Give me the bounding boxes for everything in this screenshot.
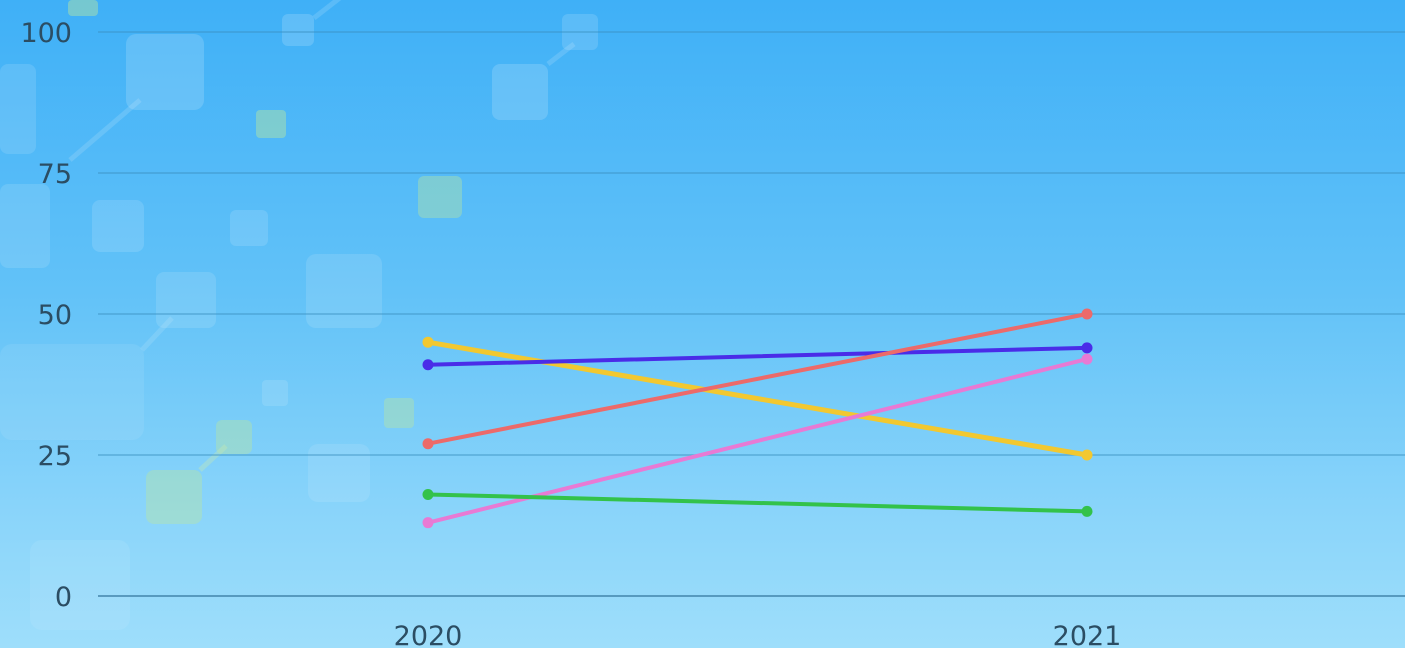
series-1 (422, 342, 1093, 371)
y-tick-label: 50 (38, 300, 72, 331)
series-line (426, 312, 1089, 446)
data-point[interactable] (422, 359, 434, 371)
y-tick-label: 75 (38, 159, 72, 190)
x-axis: 2020 2021 (394, 621, 1122, 648)
x-tick-label: 2020 (394, 621, 463, 648)
data-point[interactable] (422, 438, 434, 450)
x-tick-label: 2021 (1053, 621, 1122, 648)
data-point[interactable] (1081, 342, 1093, 354)
data-point[interactable] (1081, 449, 1093, 461)
y-tick-label: 0 (55, 582, 72, 613)
data-point[interactable] (422, 488, 434, 500)
data-point[interactable] (1081, 308, 1093, 320)
series-4 (422, 488, 1093, 517)
series-line (426, 345, 1089, 367)
data-point[interactable] (422, 336, 434, 348)
series-line (426, 492, 1089, 514)
series-2 (422, 308, 1093, 450)
series-group (422, 308, 1093, 529)
series-line (425, 339, 1090, 458)
y-tick-label: 100 (20, 18, 72, 49)
y-tick-label: 25 (38, 441, 72, 472)
data-point[interactable] (422, 517, 434, 529)
y-axis: 0 25 50 75 100 (20, 18, 72, 613)
data-point[interactable] (1081, 505, 1093, 517)
background-decoration (0, 0, 598, 630)
data-point[interactable] (1081, 353, 1093, 365)
grid-lines (98, 31, 1405, 597)
